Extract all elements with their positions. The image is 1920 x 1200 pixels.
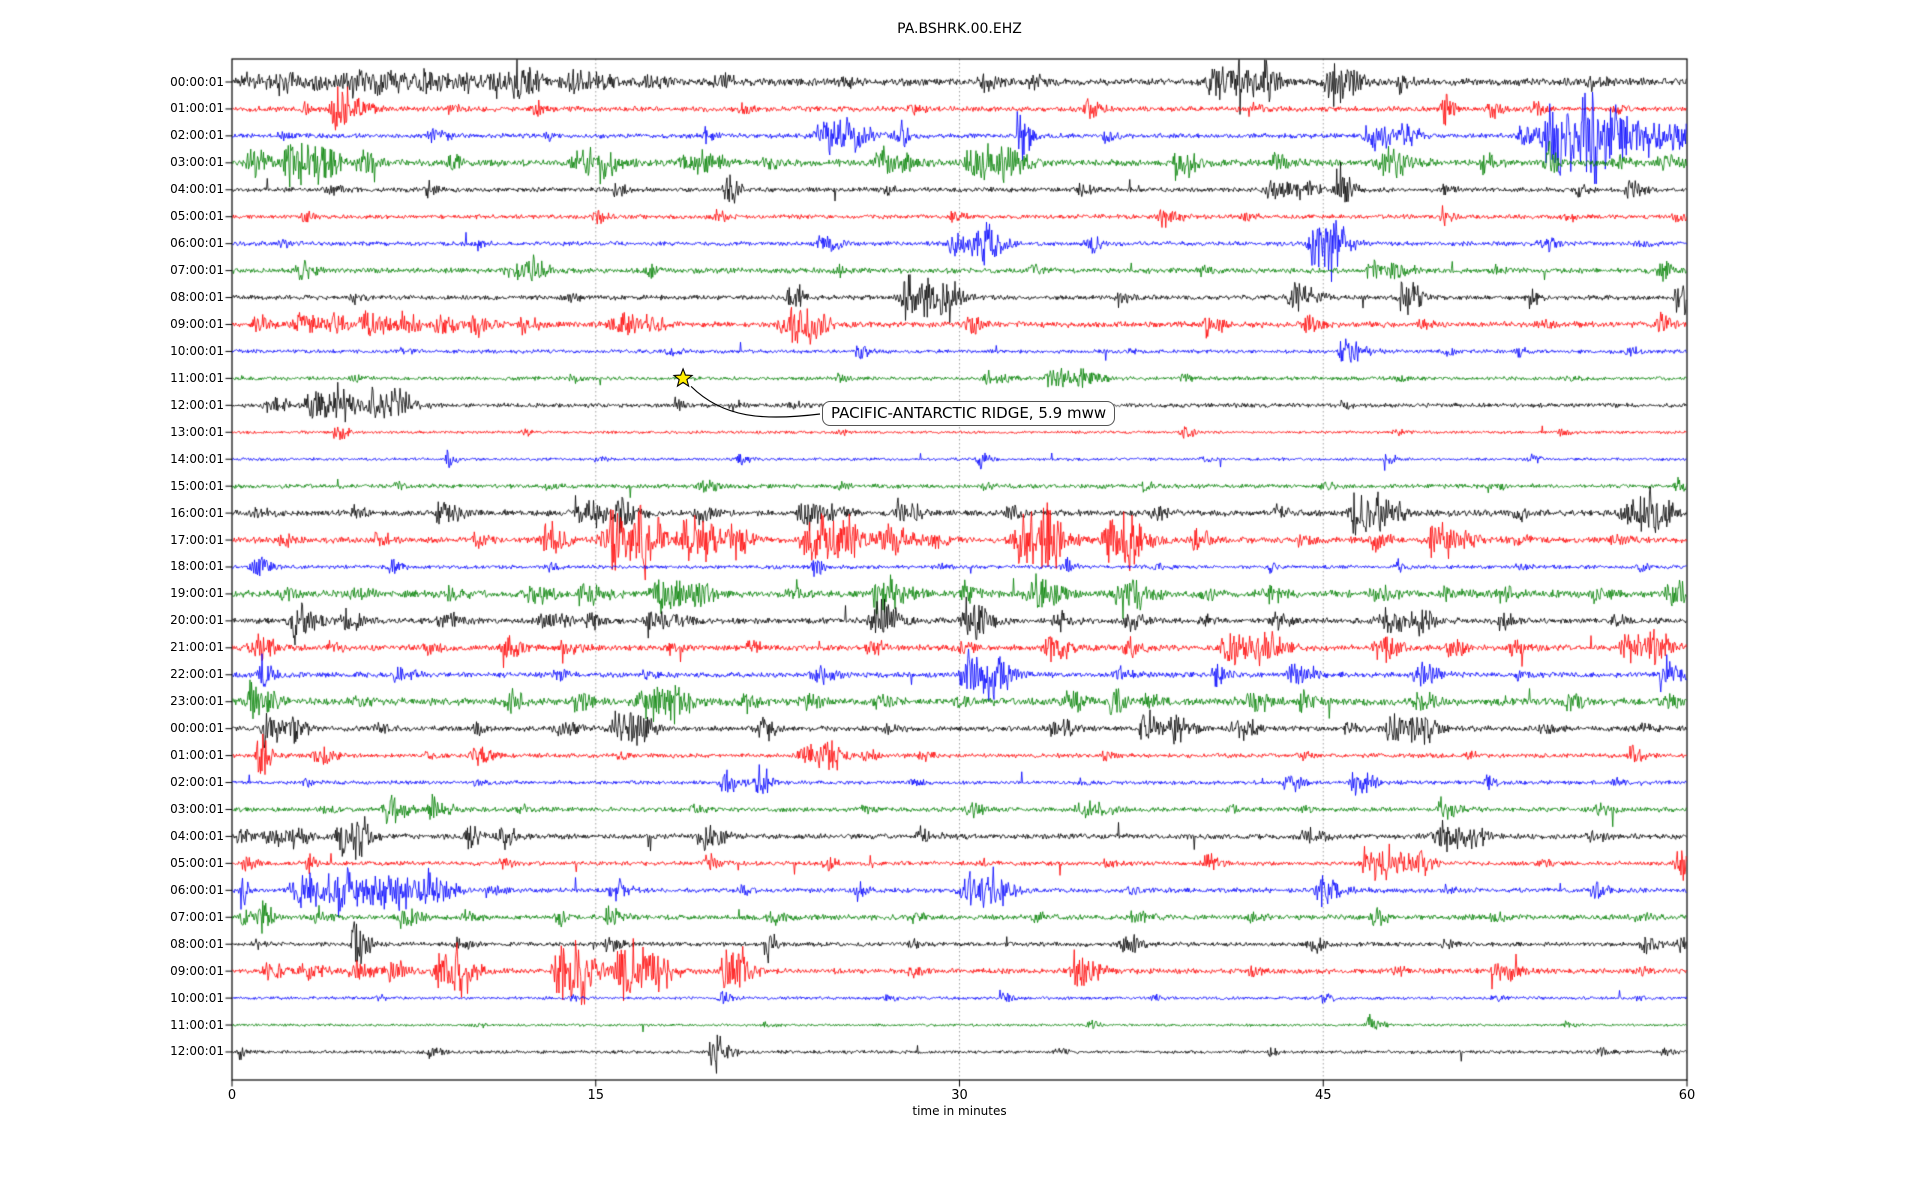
row-label: 02:00:01	[170, 775, 224, 790]
row-label: 20:00:01	[170, 613, 224, 628]
row-label: 09:00:01	[170, 316, 224, 331]
x-axis-label: time in minutes	[912, 1104, 1007, 1118]
row-label: 16:00:01	[170, 505, 224, 520]
row-label: 14:00:01	[170, 451, 224, 466]
row-label: 17:00:01	[170, 532, 224, 547]
row-label: 08:00:01	[170, 290, 224, 305]
row-label: 21:00:01	[170, 640, 224, 655]
row-label: 01:00:01	[170, 748, 224, 763]
x-tick-label: 15	[587, 1088, 605, 1103]
row-label: 03:00:01	[170, 155, 224, 170]
row-label: 08:00:01	[170, 936, 224, 951]
row-label: 09:00:01	[170, 963, 224, 978]
row-label: 02:00:01	[170, 128, 224, 143]
row-label: 00:00:01	[170, 74, 224, 89]
row-label: 23:00:01	[170, 694, 224, 709]
row-label: 12:00:01	[170, 397, 224, 412]
x-tick-label: 0	[227, 1088, 237, 1103]
row-label: 06:00:01	[170, 882, 224, 897]
x-tick-label: 30	[951, 1088, 968, 1103]
row-label: 05:00:01	[170, 855, 224, 870]
row-label: 11:00:01	[170, 370, 224, 385]
row-label: 10:00:01	[170, 990, 224, 1005]
event-annotation-label: PACIFIC-ANTARCTIC RIDGE, 5.9 mww	[822, 401, 1116, 426]
row-label: 04:00:01	[170, 828, 224, 843]
row-label: 10:00:01	[170, 343, 224, 358]
row-label: 12:00:01	[170, 1044, 224, 1059]
row-label: 15:00:01	[170, 478, 224, 493]
row-label: 04:00:01	[170, 182, 224, 197]
row-label: 18:00:01	[170, 559, 224, 574]
row-label: 01:00:01	[170, 101, 224, 116]
row-label: 03:00:01	[170, 801, 224, 816]
row-label: 06:00:01	[170, 236, 224, 251]
row-label: 00:00:01	[170, 721, 224, 736]
row-label: 11:00:01	[170, 1017, 224, 1032]
row-label: 22:00:01	[170, 667, 224, 682]
figure-title: PA.BSHRK.00.EHZ	[897, 21, 1022, 37]
x-tick-label: 45	[1314, 1088, 1332, 1103]
row-label: 19:00:01	[170, 586, 224, 601]
row-label: 13:00:01	[170, 424, 224, 439]
row-label: 05:00:01	[170, 209, 224, 224]
row-label: 07:00:01	[170, 263, 224, 278]
x-tick-label: 60	[1678, 1088, 1696, 1103]
row-label: 07:00:01	[170, 909, 224, 924]
